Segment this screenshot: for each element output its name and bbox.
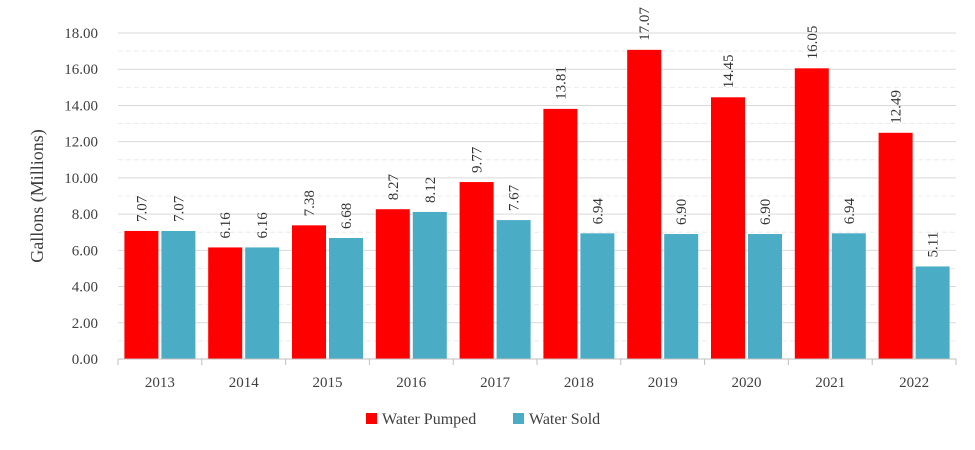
bar-water-sold (580, 233, 615, 359)
gridlines (118, 32, 956, 342)
data-label: 7.07 (134, 195, 150, 222)
data-label: 6.90 (674, 199, 690, 225)
bar-water-sold (245, 247, 280, 359)
data-label: 5.11 (926, 232, 942, 258)
x-tick-label: 2013 (145, 375, 175, 391)
bar-water-pumped (794, 68, 829, 360)
data-label: 8.27 (386, 173, 402, 200)
bar-water-pumped (292, 225, 326, 359)
bar-water-sold (412, 211, 447, 359)
data-label: 6.90 (758, 199, 774, 225)
x-tick-label: 2020 (732, 375, 762, 391)
y-tick-label: 16.00 (64, 62, 98, 78)
bar-water-sold (161, 230, 196, 359)
bar-water-sold (915, 266, 950, 359)
x-tick-label: 2021 (815, 375, 845, 391)
data-label: 8.12 (423, 177, 439, 203)
legend: Water Pumped Water Sold (366, 411, 600, 428)
bar-water-pumped (124, 230, 159, 359)
bar-water-pumped (208, 247, 243, 359)
legend-label-water-sold: Water Sold (529, 411, 600, 428)
axes: 0.00 2.00 4.00 6.00 8.00 10.00 12.00 14.00 16.00… (64, 26, 957, 391)
data-label: 6.68 (339, 203, 355, 229)
data-label: 16.05 (805, 26, 821, 60)
data-label: 6.94 (842, 198, 858, 225)
data-label: 7.67 (507, 184, 523, 211)
y-tick-label: 6.00 (72, 243, 98, 259)
data-label: 6.16 (255, 212, 271, 239)
x-tick-label: 2014 (229, 375, 260, 391)
x-tick-label: 2019 (648, 375, 678, 391)
y-tick-label: 8.00 (72, 207, 98, 223)
x-tick-label: 2015 (313, 375, 343, 391)
bar-water-pumped (878, 132, 913, 359)
data-label: 17.07 (637, 7, 653, 41)
y-tick-label: 14.00 (64, 98, 98, 114)
x-tick-label: 2017 (480, 375, 511, 391)
legend-label-water-pumped: Water Pumped (382, 411, 476, 428)
y-axis-title: Gallons (Millions) (27, 129, 48, 263)
data-label: 7.07 (171, 195, 187, 222)
x-tick-label: 2018 (564, 375, 594, 391)
legend-swatch-water-sold (513, 413, 524, 424)
bar-water-pumped (543, 108, 578, 359)
bar-water-sold (748, 234, 782, 359)
data-label: 12.49 (889, 90, 905, 124)
bar-water-sold (664, 234, 699, 359)
y-tick-label: 0.00 (72, 352, 98, 368)
bar-water-pumped (627, 49, 662, 360)
bar-water-pumped (375, 209, 410, 359)
bar-water-sold (831, 233, 866, 359)
x-tick-label: 2016 (396, 375, 427, 391)
data-label: 7.38 (302, 190, 318, 216)
bar-water-pumped (711, 97, 745, 360)
y-tick-label: 18.00 (64, 26, 98, 42)
x-tick-label: 2022 (899, 375, 929, 391)
bar-water-pumped (459, 182, 494, 359)
y-tick-label: 4.00 (72, 280, 98, 296)
data-label: 6.94 (590, 198, 606, 225)
y-tick-label: 12.00 (64, 135, 98, 151)
bar-water-sold (496, 220, 531, 359)
data-label: 6.16 (218, 212, 234, 239)
bars (124, 49, 950, 360)
legend-swatch-water-pumped (366, 413, 377, 424)
data-labels: 7.07 7.07 6.16 6.16 7.38 6.68 8.27 8.12 9.77 7.67… (134, 7, 941, 258)
y-tick-label: 2.00 (72, 316, 98, 332)
bar-water-sold (329, 238, 363, 359)
data-label: 9.77 (470, 146, 486, 173)
y-tick-label: 10.00 (64, 171, 98, 187)
data-label: 14.45 (721, 55, 737, 89)
data-label: 13.81 (553, 66, 569, 100)
